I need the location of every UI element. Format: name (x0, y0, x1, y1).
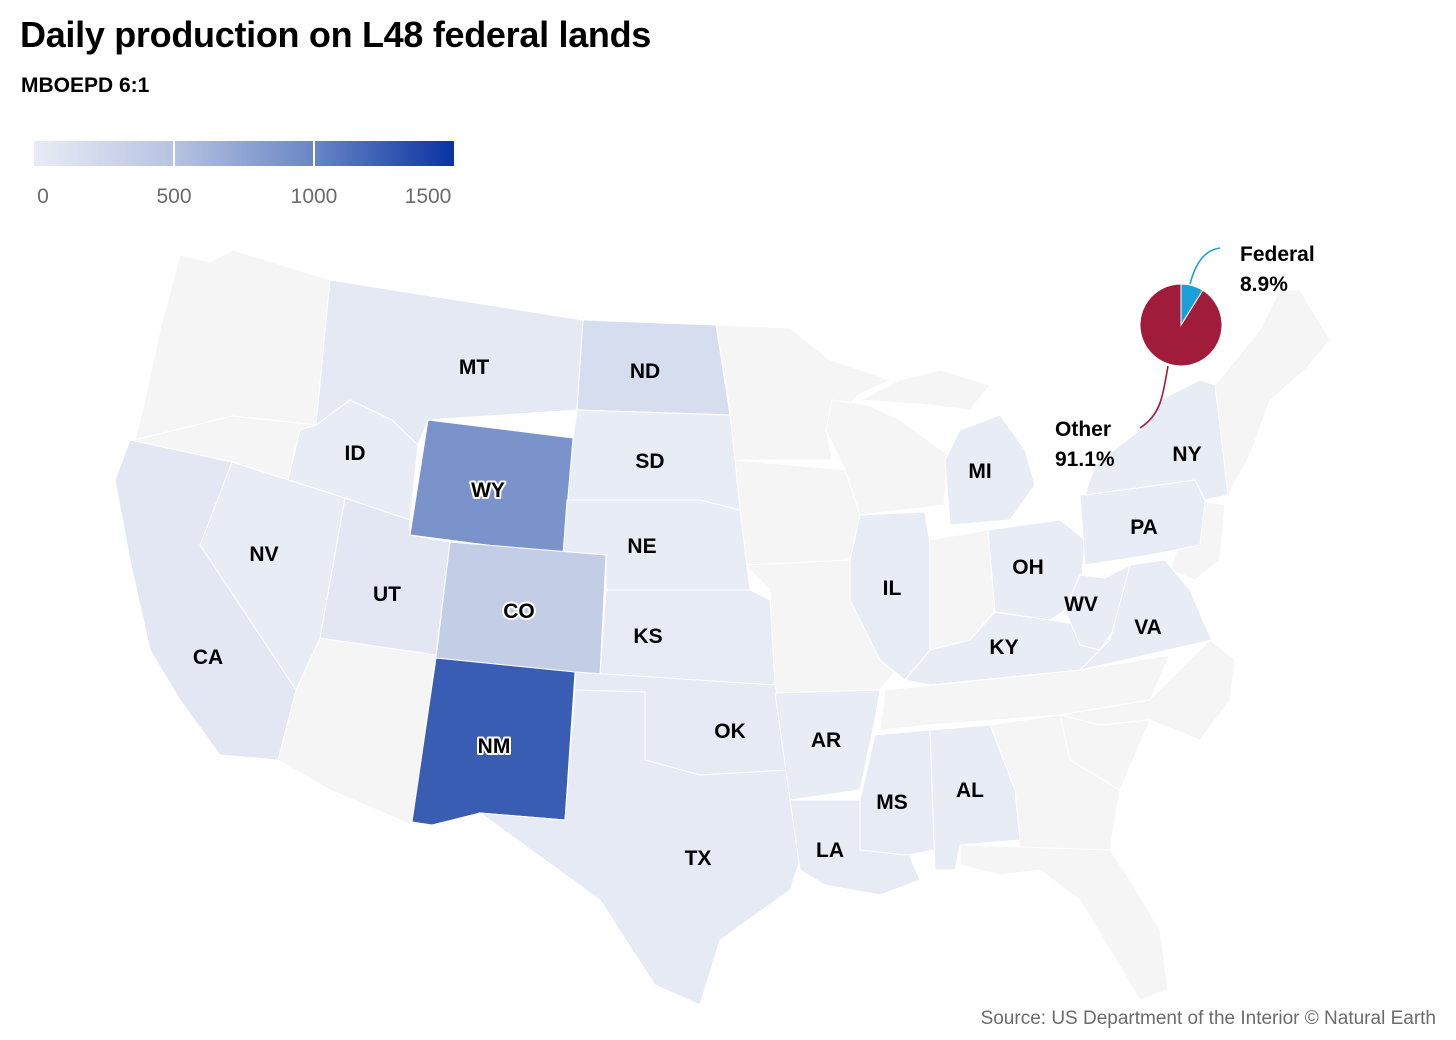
state-label-NM: NM (478, 735, 511, 758)
pie-leader-other (1139, 365, 1169, 429)
legend-label-500: 500 (156, 185, 192, 208)
pie-label-other-percent: 91.1% (1055, 448, 1115, 471)
state-label-MI: MI (968, 460, 991, 483)
data-states (114, 279, 1229, 1006)
state-NY (1084, 379, 1229, 501)
state-label-OK: OK (714, 720, 746, 743)
state-label-KS: KS (633, 625, 662, 648)
state-label-IL: IL (883, 577, 902, 600)
map-subtitle: MBOEPD 6:1 (21, 74, 150, 97)
color-scale-legend: 0 500 1000 1500 (34, 141, 454, 211)
state-label-AL: AL (956, 779, 984, 802)
state-label-CO: CO (503, 600, 535, 623)
state-AR (774, 689, 881, 801)
state-label-ND: ND (630, 360, 660, 383)
pie-slice-federal (1180, 283, 1204, 327)
legend-label-1000: 1000 (290, 185, 338, 208)
legend-tick-500 (173, 141, 175, 166)
state-NE-region (1209, 289, 1331, 496)
state-label-LA: LA (816, 839, 844, 862)
state-label-VA: VA (1134, 616, 1162, 639)
state-label-AR: AR (811, 729, 841, 752)
state-FL (959, 844, 1169, 1001)
pie-label-other-name: Other (1055, 418, 1111, 441)
pie-label-federal-percent: 8.9% (1240, 273, 1288, 296)
state-label-NE: NE (627, 535, 656, 558)
state-label-PA: PA (1130, 516, 1158, 539)
state-WA (134, 249, 331, 441)
state-CA (114, 439, 297, 761)
state-label-MT: MT (459, 356, 489, 379)
state-WI (825, 399, 949, 516)
state-IA (734, 459, 861, 566)
no-data-states (129, 249, 1331, 1001)
state-AL (929, 724, 1021, 871)
state-VA (1078, 559, 1213, 671)
federal-share-pie: Federal 8.9% Other 91.1% (1055, 243, 1315, 471)
state-MI (944, 414, 1036, 526)
state-label-WY: WY (471, 479, 505, 502)
map-title: Daily production on L48 federal lands (20, 14, 652, 55)
state-MI-upper (858, 369, 991, 411)
color-scale-bar (34, 141, 454, 166)
state-label-UT: UT (373, 583, 401, 606)
state-labels: MT ND WY SD ID NE NV UT CO KS CA NM OK TX AR LA MS AL IL MI… (193, 356, 1202, 870)
source-note: Source: US Department of the Interior © … (980, 1008, 1436, 1029)
pie-leader-federal (1189, 247, 1221, 285)
pie-label-federal-name: Federal (1240, 243, 1315, 266)
legend-label-1500: 1500 (404, 185, 452, 208)
state-label-WV: WV (1064, 593, 1098, 616)
state-KS (599, 589, 776, 686)
state-TX (478, 689, 801, 1006)
legend-label-0: 0 (37, 185, 49, 208)
state-label-NY: NY (1172, 443, 1201, 466)
state-label-TX: TX (685, 847, 712, 870)
state-label-SD: SD (635, 450, 664, 473)
state-label-NV: NV (249, 543, 278, 566)
legend-tick-1000 (313, 141, 315, 166)
state-label-CA: CA (193, 646, 223, 669)
state-label-ID: ID (345, 442, 366, 465)
state-label-OH: OH (1012, 556, 1044, 579)
state-label-MS: MS (876, 791, 908, 814)
state-label-KY: KY (989, 636, 1018, 659)
